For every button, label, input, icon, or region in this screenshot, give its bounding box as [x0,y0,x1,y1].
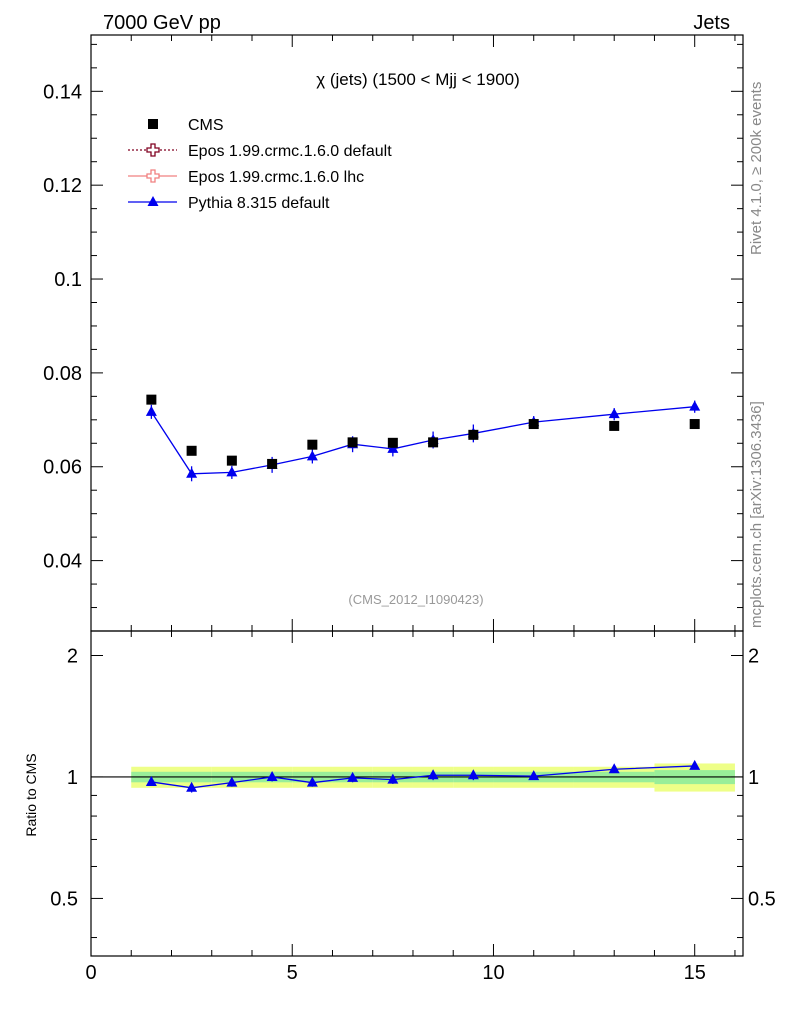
cms-point [468,429,479,440]
ratio-pythia-point [306,776,318,787]
ratio-y-tick-label: 0.5 [50,888,78,910]
legend-marker-epos [146,169,160,183]
ratio-panel: 0.5 0.5 1 1 2 2 Ratio to CMS [23,630,776,957]
rivet-label: Rivet 4.1.0, ≥ 200k events [748,82,765,255]
y-tick-label: 0.12 [43,175,82,197]
ratio-pythia-point [387,773,399,784]
cms-point [347,437,358,448]
energy-label: 7000 GeV pp [103,12,221,34]
cms-point [528,419,539,430]
cms-point [146,394,157,405]
ratio-pythia-point [186,781,198,792]
analysis-label: (CMS_2012_I1090423) [348,592,483,607]
ratio-pythia-point [608,763,620,774]
cms-point [609,420,620,431]
y-tick-label: 0.04 [43,551,82,573]
cms-point [387,437,398,448]
legend-marker-epos [146,143,160,157]
ratio-pythia-point [347,771,359,782]
x-tick-label: 5 [287,962,298,984]
pythia-point [387,442,399,453]
legend-marker-cms [148,119,158,129]
ratio-pythia-point [226,776,238,787]
legend-label: Pythia 8.315 default [188,195,330,212]
ratio-y-tick-label-right: 2 [748,645,759,667]
category-label: Jets [693,12,730,34]
pythia-point [186,467,198,478]
cms-point [307,439,318,450]
ratio-ylabel: Ratio to CMS [23,753,39,836]
plot-title: χ (jets) (1500 < Mjj < 1900) [316,70,520,89]
x-tick-label: 10 [482,962,504,984]
main-panel: 0.04 0.06 0.08 0.1 0.12 0.14 χ (jets) (1500 <… [43,34,744,956]
ratio-pythia-line [151,765,695,789]
ratio-pythia-point [266,770,278,781]
pythia-point [145,405,157,416]
legend-label: Epos 1.99.crmc.1.6.0 lhc [188,169,364,186]
legend: CMS Epos 1.99.crmc.1.6.0 default Epos 1.99… [128,117,392,212]
ratio-y-tick-label-right: 0.5 [748,888,776,910]
cms-point [428,437,439,448]
ratio-pythia-point [427,769,439,780]
legend-label: CMS [188,117,224,134]
ratio-pythia-point [145,775,157,786]
x-tick-label: 0 [85,962,96,984]
site-label: mcplots.cern.ch [arXiv:1306.3436] [748,401,765,628]
y-tick-label: 0.1 [54,269,82,291]
ratio-plot-frame [90,630,744,957]
cms-point [226,455,237,466]
y-tick-label: 0.06 [43,457,82,479]
ratio-y-tick-label-right: 1 [748,767,759,789]
pythia-point [226,466,238,477]
pythia-line [150,406,695,475]
pythia-point [608,408,620,419]
cms-point [267,458,278,469]
y-tick-label: 0.08 [43,363,82,385]
pythia-point [306,450,318,461]
x-tick-label: 15 [684,962,706,984]
pythia-point [689,400,701,411]
ratio-pythia-point [689,759,701,770]
y-tick-label: 0.14 [43,81,82,103]
cms-point [186,445,197,456]
cms-point [689,419,700,430]
legend-label: Epos 1.99.crmc.1.6.0 default [188,143,392,160]
ratio-pythia-point [467,769,479,780]
ratio-y-tick-label: 1 [67,767,78,789]
ratio-y-tick-label: 2 [67,645,78,667]
legend-marker-pythia [147,196,159,206]
ratio-pythia-point [528,770,540,781]
